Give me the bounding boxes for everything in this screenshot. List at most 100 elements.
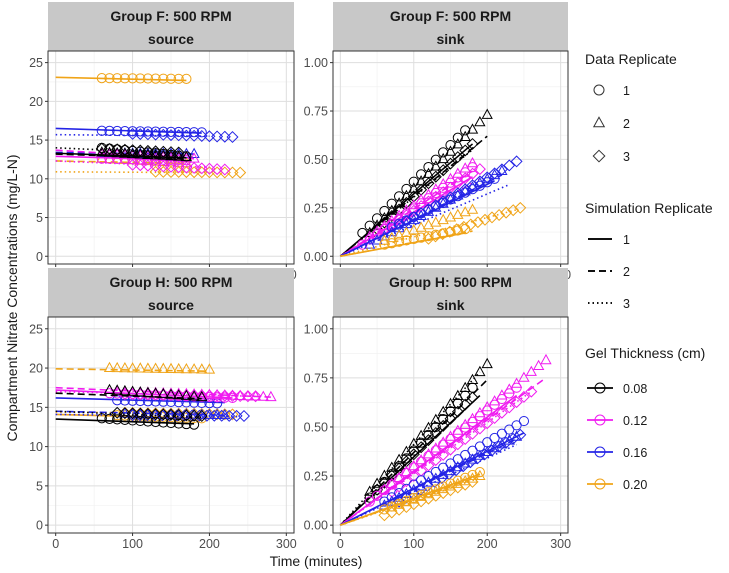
strip-label-top: Group H: 500 RPM (389, 274, 512, 290)
x-tick-label: 300 (276, 537, 297, 551)
y-tick-label: 0.75 (304, 371, 328, 385)
data-point (408, 224, 420, 235)
data-point (173, 73, 184, 84)
simulation-line (340, 477, 481, 526)
data-point (172, 161, 185, 174)
data-point (400, 475, 413, 488)
data-point (415, 221, 427, 232)
simulation-line (340, 230, 473, 258)
y-tick-label: 0 (36, 250, 43, 264)
x-tick-label: 100 (122, 537, 143, 551)
y-tick-label: 1.00 (304, 322, 328, 336)
data-point (211, 388, 223, 400)
data-point (451, 187, 464, 200)
data-point (203, 130, 216, 143)
series-0.12-rep3 (339, 385, 538, 526)
data-point (149, 388, 162, 401)
data-point (157, 160, 170, 173)
data-point (459, 162, 471, 173)
data-point (386, 501, 398, 512)
data-point (488, 411, 501, 425)
data-point (195, 162, 208, 175)
data-point (149, 362, 162, 373)
data-point (196, 127, 207, 138)
data-point (165, 388, 177, 399)
data-point (408, 182, 420, 193)
data-point (423, 231, 434, 242)
panel-grid: Group F: 500 RPMsource010020030005101520… (29, 2, 571, 551)
panel-H-source: Group H: 500 RPM source 0 100 200 300 0 5 10 15 20… (29, 268, 297, 551)
data-point (444, 430, 457, 441)
simulation-line (339, 390, 532, 526)
data-point (103, 361, 116, 372)
data-point (165, 73, 177, 84)
data-point (485, 211, 499, 224)
data-point (422, 421, 435, 432)
data-point (188, 390, 200, 401)
y-tick-label: 15 (29, 134, 43, 148)
data-point (134, 144, 147, 157)
data-point (481, 171, 494, 184)
data-point (142, 73, 154, 84)
data-point (150, 73, 161, 84)
data-point (157, 145, 170, 158)
data-point (149, 408, 162, 421)
panel-border (47, 316, 295, 534)
y-tick-label: 0.00 (304, 519, 328, 533)
strip-background (333, 268, 568, 317)
series-0.12-rep3 (55, 158, 231, 176)
data-point (518, 371, 530, 382)
series-0.08-rep3 (55, 406, 208, 423)
data-point (473, 163, 486, 176)
data-point (510, 396, 523, 409)
data-point (444, 412, 457, 425)
data-point (149, 407, 162, 420)
y-tick-label: 10 (29, 172, 43, 186)
data-point (96, 73, 107, 84)
data-point (514, 201, 527, 214)
y-tick-label: 0.25 (304, 470, 328, 484)
data-point (173, 389, 185, 400)
data-point (188, 409, 201, 422)
data-point (540, 353, 552, 365)
data-point (112, 125, 123, 137)
data-point (393, 229, 405, 240)
simulation-line (55, 171, 210, 174)
data-point (219, 389, 231, 400)
data-point (510, 155, 523, 168)
data-point (459, 398, 472, 411)
strip-label-top: Group H: 500 RPM (110, 274, 233, 290)
data-point (211, 163, 224, 176)
data-point (195, 409, 208, 423)
legend-key-data-replicate (592, 116, 606, 128)
x-tick-label: 100 (403, 537, 424, 551)
data-point (180, 129, 193, 142)
data-point (127, 73, 138, 84)
data-point (203, 388, 216, 399)
legend-label-simulation-replicate: 3 (623, 297, 630, 311)
data-point (126, 385, 139, 396)
data-point (437, 482, 449, 494)
data-point (386, 461, 398, 472)
data-point (459, 130, 471, 141)
data-point (188, 161, 201, 174)
data-point (429, 230, 442, 243)
simulation-line (339, 371, 481, 526)
data-point (237, 409, 251, 423)
y-tick-label: 20 (29, 362, 43, 376)
data-point (126, 127, 139, 140)
data-point (444, 397, 457, 408)
data-point (452, 424, 464, 435)
data-point (510, 377, 523, 388)
data-point (181, 73, 192, 84)
data-point (203, 389, 216, 402)
data-point (218, 166, 231, 179)
data-point (135, 415, 146, 427)
data-point (134, 159, 147, 172)
data-point (364, 485, 376, 496)
simulation-line (55, 368, 210, 372)
data-point (478, 213, 491, 226)
data-point (378, 483, 391, 494)
data-point (444, 181, 457, 194)
data-point (532, 359, 545, 370)
